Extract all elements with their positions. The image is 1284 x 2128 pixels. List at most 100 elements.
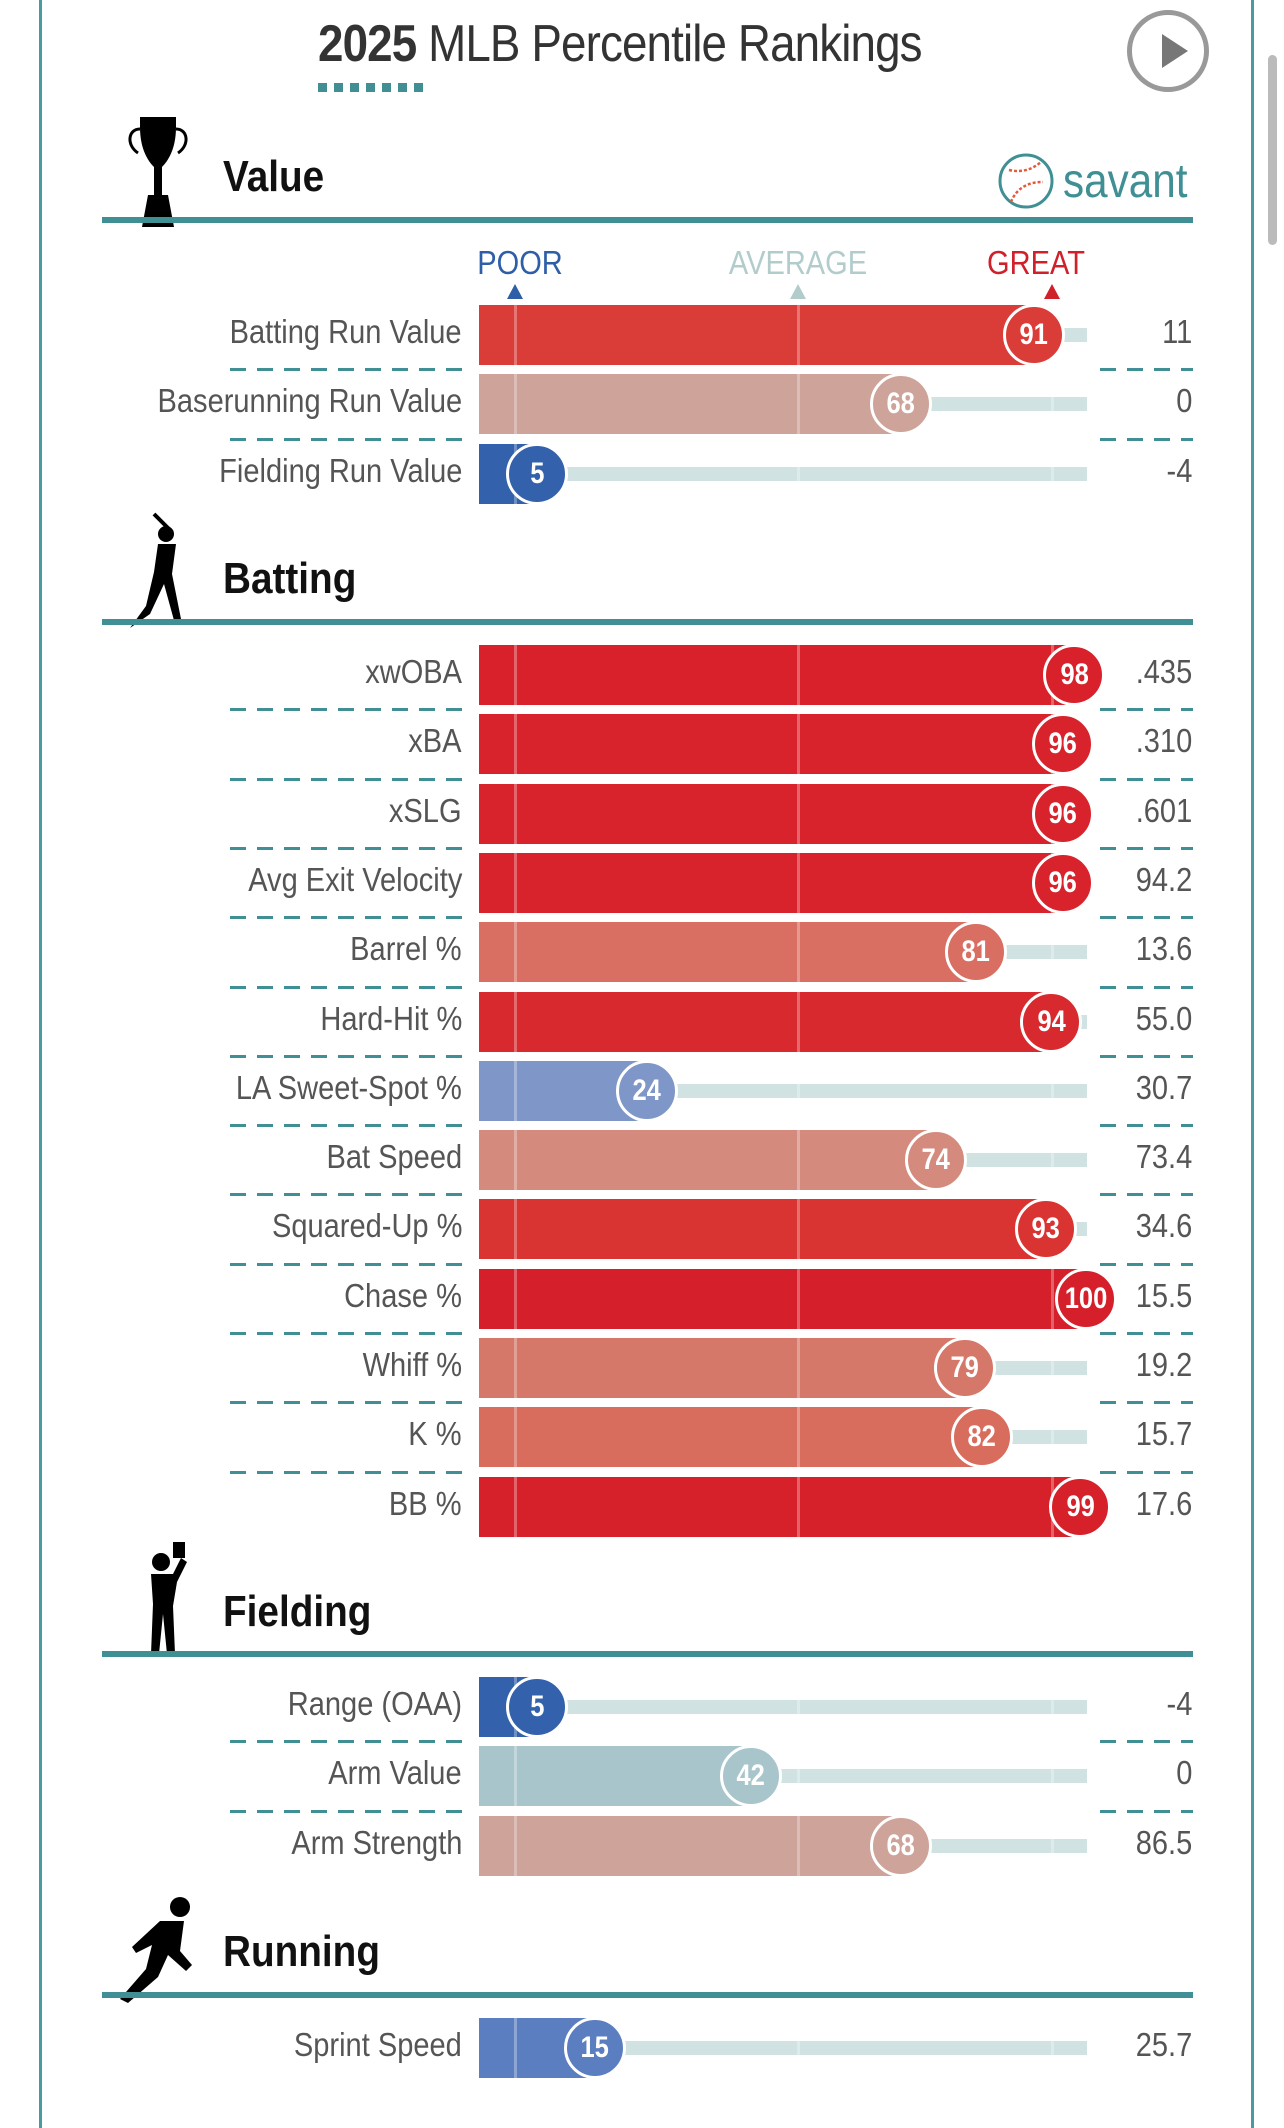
poor-gridline xyxy=(514,1815,517,1876)
poor-gridline xyxy=(514,2018,517,2078)
metric-row[interactable]: Fielding Run Value 5 -4 xyxy=(0,442,1284,505)
row-separator xyxy=(1100,1332,1193,1335)
average-gridline xyxy=(797,852,800,913)
great-gridline xyxy=(1051,1407,1054,1468)
metric-row[interactable]: xBA 96 .310 xyxy=(0,713,1284,776)
poor-gridline xyxy=(514,1476,517,1537)
metric-row[interactable]: Barrel % 81 13.6 xyxy=(0,921,1284,984)
row-separator xyxy=(230,777,462,781)
average-gridline xyxy=(797,1407,800,1468)
metric-value: 0 xyxy=(1175,1754,1192,1792)
title-underline xyxy=(318,83,428,92)
metric-label: Arm Strength xyxy=(290,1823,462,1861)
metric-label: Whiff % xyxy=(362,1346,462,1383)
poor-marker-icon xyxy=(507,284,523,299)
section-divider xyxy=(102,1992,1193,1998)
metric-value: 94.2 xyxy=(1135,860,1192,898)
legend-great: GREAT xyxy=(987,244,1085,281)
metric-row[interactable]: Baserunning Run Value 68 0 xyxy=(0,373,1284,436)
metric-row[interactable]: BB % 99 17.6 xyxy=(0,1475,1284,1538)
average-gridline xyxy=(797,1199,800,1260)
percentile-bar xyxy=(479,783,1063,844)
row-separator xyxy=(230,1124,462,1128)
row-separator xyxy=(230,916,462,920)
metric-value: 13.6 xyxy=(1135,930,1192,968)
metric-label: Hard-Hit % xyxy=(320,999,462,1037)
metric-row[interactable]: Whiff % 79 19.2 xyxy=(0,1337,1284,1399)
metric-value: 11 xyxy=(1161,313,1192,350)
great-gridline xyxy=(1051,1060,1054,1121)
average-gridline xyxy=(797,645,800,705)
percentile-value: 79 xyxy=(950,1351,979,1384)
metric-label: Baserunning Run Value xyxy=(157,382,462,420)
poor-gridline xyxy=(514,783,517,844)
percentile-value: 68 xyxy=(886,1828,916,1862)
great-gridline xyxy=(1051,443,1054,504)
metric-value: 15.7 xyxy=(1135,1415,1192,1453)
percentile-bar xyxy=(479,1268,1086,1329)
row-separator xyxy=(230,368,462,372)
percentile-bar xyxy=(479,645,1075,705)
metric-row[interactable]: xSLG 96 .601 xyxy=(0,782,1284,845)
row-separator xyxy=(1100,1262,1193,1266)
metric-row[interactable]: K % 82 15.7 xyxy=(0,1406,1284,1469)
percentile-bar xyxy=(479,374,902,435)
percentile-track xyxy=(479,2041,1087,2055)
legend-poor: POOR xyxy=(477,244,563,281)
metric-row[interactable]: Arm Value 42 0 xyxy=(0,1745,1284,1808)
poor-gridline xyxy=(514,1746,517,1807)
metric-row[interactable]: xwOBA 98 .435 xyxy=(0,644,1284,706)
metric-row[interactable]: Avg Exit Velocity 96 94.2 xyxy=(0,851,1284,914)
percentile-bar xyxy=(479,991,1052,1052)
metric-row[interactable]: Squared-Up % 93 34.6 xyxy=(0,1198,1284,1261)
row-separator xyxy=(230,437,462,441)
percentile-value: 24 xyxy=(632,1073,661,1107)
great-gridline xyxy=(1051,1130,1054,1191)
row-separator xyxy=(1100,1193,1193,1197)
percentile-bar xyxy=(479,305,1034,365)
percentile-bubble: 99 xyxy=(1049,1475,1112,1538)
metric-row[interactable]: Bat Speed 74 73.4 xyxy=(0,1129,1284,1192)
row-separator xyxy=(1100,368,1193,372)
baseball-icon xyxy=(998,153,1054,209)
section-divider xyxy=(102,217,1193,223)
metric-value: 30.7 xyxy=(1135,1068,1192,1106)
metric-label: K % xyxy=(408,1415,462,1453)
row-separator xyxy=(230,1401,462,1405)
title-year: 2025 xyxy=(318,15,417,73)
scrollbar[interactable] xyxy=(1268,55,1277,245)
great-marker-icon xyxy=(1044,284,1060,299)
metric-row[interactable]: Range (OAA) 5 -4 xyxy=(0,1676,1284,1738)
average-gridline xyxy=(797,2018,800,2078)
row-separator xyxy=(1100,985,1193,989)
metric-row[interactable]: LA Sweet-Spot % 24 30.7 xyxy=(0,1059,1284,1122)
percentile-bubble: 74 xyxy=(904,1129,967,1192)
metric-value: 15.5 xyxy=(1135,1276,1192,1314)
poor-gridline xyxy=(514,1199,517,1260)
row-separator xyxy=(1100,846,1193,850)
legend-average: AVERAGE xyxy=(728,244,868,281)
average-gridline xyxy=(797,1677,800,1737)
metric-row[interactable]: Arm Strength 68 86.5 xyxy=(0,1814,1284,1877)
row-separator xyxy=(230,1332,462,1335)
average-gridline xyxy=(797,1815,800,1876)
average-gridline xyxy=(797,1338,800,1398)
great-gridline xyxy=(1051,1677,1054,1737)
percentile-value: 82 xyxy=(967,1420,997,1454)
average-gridline xyxy=(797,374,800,435)
percentile-value: 99 xyxy=(1066,1489,1095,1523)
metric-row[interactable]: Hard-Hit % 94 55.0 xyxy=(0,990,1284,1053)
metric-row[interactable]: Chase % 100 15.5 xyxy=(0,1267,1284,1330)
row-separator xyxy=(1100,916,1193,920)
page-title: 2025 MLB Percentile Rankings xyxy=(318,14,923,74)
percentile-value: 96 xyxy=(1048,865,1078,899)
metric-label: xBA xyxy=(408,722,462,760)
metric-value: 25.7 xyxy=(1135,2026,1192,2063)
poor-gridline xyxy=(514,922,517,983)
metric-row[interactable]: Batting Run Value 91 11 xyxy=(0,304,1284,366)
metric-row[interactable]: Sprint Speed 15 25.7 xyxy=(0,2017,1284,2079)
average-gridline xyxy=(797,991,800,1052)
play-button-icon[interactable] xyxy=(1127,10,1209,92)
average-gridline xyxy=(797,1476,800,1537)
average-gridline xyxy=(797,1130,800,1191)
